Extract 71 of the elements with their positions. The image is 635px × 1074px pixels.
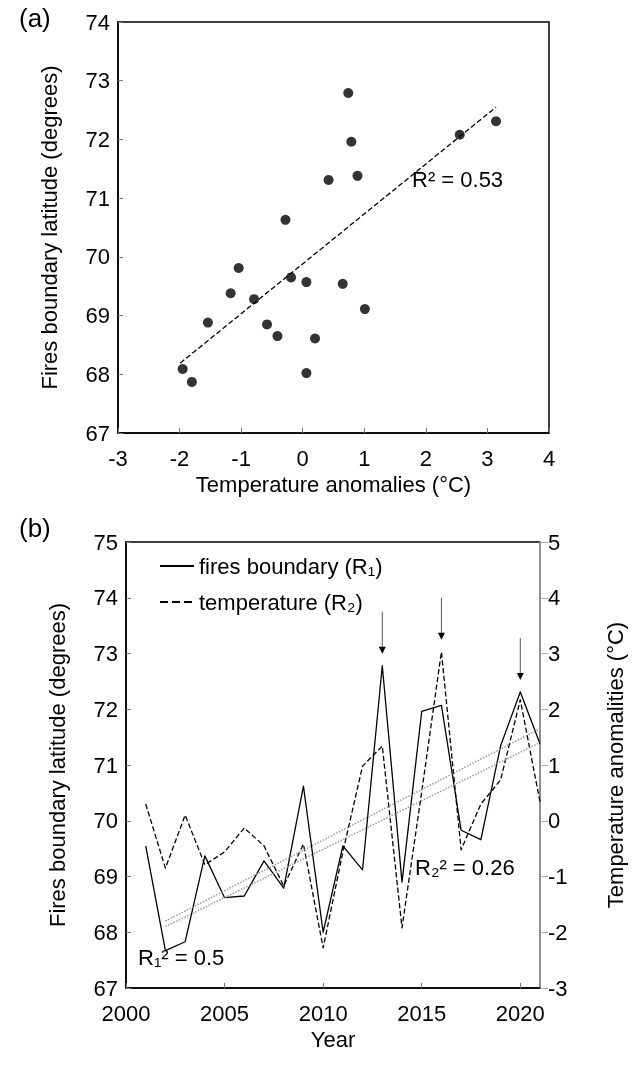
y2-tick-label: 1 — [548, 752, 561, 778]
point — [301, 368, 312, 379]
x-tick-label: 2000 — [101, 1000, 151, 1026]
point — [280, 214, 291, 225]
x-tick-label: 0 — [296, 445, 309, 471]
y2-tick-label: -1 — [548, 864, 568, 889]
y2-tick-label: -2 — [548, 919, 568, 945]
x-tick-label: -3 — [108, 445, 128, 471]
legend-label: fires boundary (R₁) — [199, 553, 383, 579]
point — [272, 331, 283, 342]
y-axis-title: Fires boundary latitude (degrees) — [36, 65, 62, 390]
y-tick-label: 70 — [85, 244, 110, 270]
point — [323, 174, 334, 185]
point — [359, 304, 370, 315]
x-tick-label: 4 — [542, 445, 556, 471]
point — [186, 376, 197, 387]
y-tick-label: 71 — [93, 752, 118, 778]
annotation: R₂² = 0.26 — [415, 854, 515, 880]
chart-title: (a) — [19, 3, 51, 33]
y-tick-label: 73 — [85, 68, 110, 94]
y2-axis-title: Temperature anomalities (°C) — [602, 621, 628, 909]
y2-tick-label: -3 — [548, 975, 568, 1001]
y-tick-label: 68 — [93, 919, 118, 945]
y-tick-label: 74 — [85, 9, 110, 35]
x-axis-title: Year — [310, 1027, 356, 1053]
point — [262, 319, 272, 330]
y2-tick-label: 2 — [548, 696, 561, 722]
x-tick-label: -1 — [231, 445, 251, 471]
x-axis-title: Temperature anomalies (°C) — [195, 472, 472, 498]
annotation: R² = 0.53 — [412, 166, 504, 192]
y-tick-label: 72 — [93, 696, 118, 722]
point — [225, 288, 236, 299]
x-tick-label: -2 — [169, 445, 190, 471]
x-tick-label: 2010 — [298, 1000, 348, 1026]
point — [352, 170, 363, 181]
legend-label: temperature (R₂) — [199, 589, 363, 615]
annotation: R₁² = 0.5 — [138, 944, 225, 970]
x-tick-label: 2020 — [495, 1000, 545, 1026]
y-tick-label: 73 — [93, 641, 118, 666]
point — [202, 317, 213, 328]
x-tick-label: 2005 — [200, 1000, 250, 1026]
y-tick-label: 74 — [93, 585, 118, 611]
y-tick-label: 75 — [93, 529, 118, 555]
point — [286, 272, 297, 283]
point — [337, 278, 348, 289]
point — [249, 294, 260, 305]
x-tick-label: 3 — [481, 445, 494, 471]
x-tick-label: 2015 — [397, 1000, 447, 1026]
chart-title: (b) — [19, 513, 51, 543]
point — [491, 116, 502, 127]
y-axis-title: Fires boundary latitude (degrees) — [44, 602, 70, 928]
y-tick-label: 69 — [85, 303, 110, 329]
y2-tick-label: 4 — [548, 585, 561, 611]
y-tick-label: 68 — [85, 361, 110, 387]
y-tick-label: 69 — [93, 864, 118, 889]
point — [233, 263, 244, 274]
y-tick-label: 67 — [85, 420, 110, 446]
point — [346, 136, 357, 147]
y-tick-label: 71 — [85, 185, 110, 211]
y-tick-label: 72 — [85, 126, 110, 152]
y-tick-label: 67 — [93, 975, 118, 1001]
y2-tick-label: 0 — [548, 808, 561, 834]
point — [177, 364, 188, 374]
x-tick-label: 2 — [419, 445, 432, 471]
x-tick-label: 1 — [358, 445, 371, 471]
y2-tick-label: 3 — [548, 641, 561, 666]
y2-tick-label: 5 — [548, 529, 561, 555]
point — [301, 277, 312, 288]
y-tick-label: 70 — [93, 808, 118, 834]
point — [310, 333, 321, 344]
point — [343, 88, 354, 99]
